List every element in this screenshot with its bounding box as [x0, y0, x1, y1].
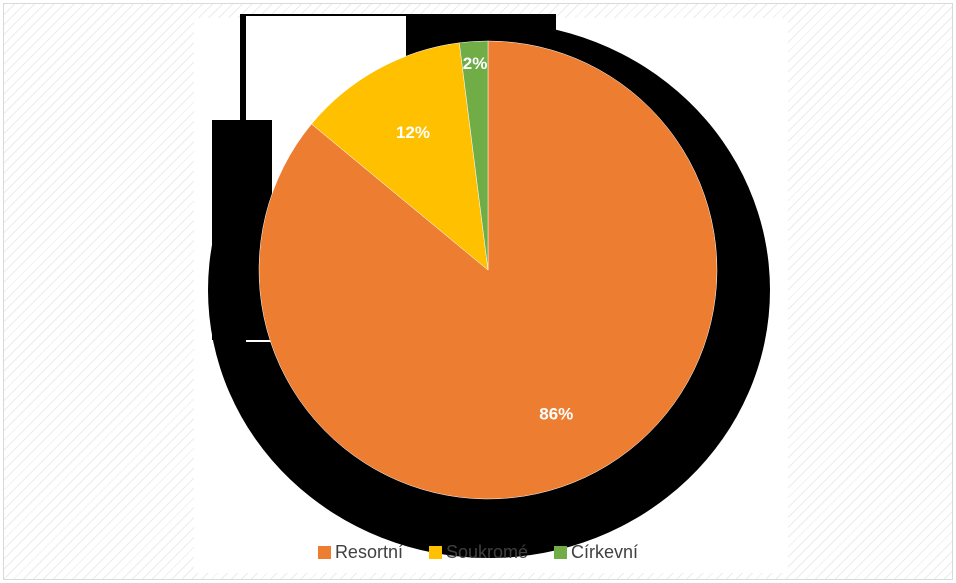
pie-data-labels: 86% 12% 2% [396, 54, 573, 424]
data-label: 2% [463, 54, 488, 73]
legend-swatch [428, 546, 442, 559]
legend-label: Soukromé [445, 542, 529, 562]
legend-item-cirkevni: Církevní [554, 542, 638, 563]
legend-swatch [554, 546, 568, 559]
pie-slice-církevní [459, 40, 489, 271]
legend-label: Resortní [334, 542, 403, 562]
data-label: 12% [396, 123, 430, 142]
legend-swatch [317, 546, 331, 559]
legend-label: Církevní [571, 542, 639, 562]
data-label: 86% [539, 405, 573, 424]
legend-item-resortni: Resortní [317, 542, 403, 563]
pie-slices [258, 40, 718, 500]
legend: Resortní Soukromé Církevní [0, 542, 956, 563]
legend-item-soukrome: Soukromé [428, 542, 529, 563]
pie-slice-soukromé [311, 42, 489, 271]
